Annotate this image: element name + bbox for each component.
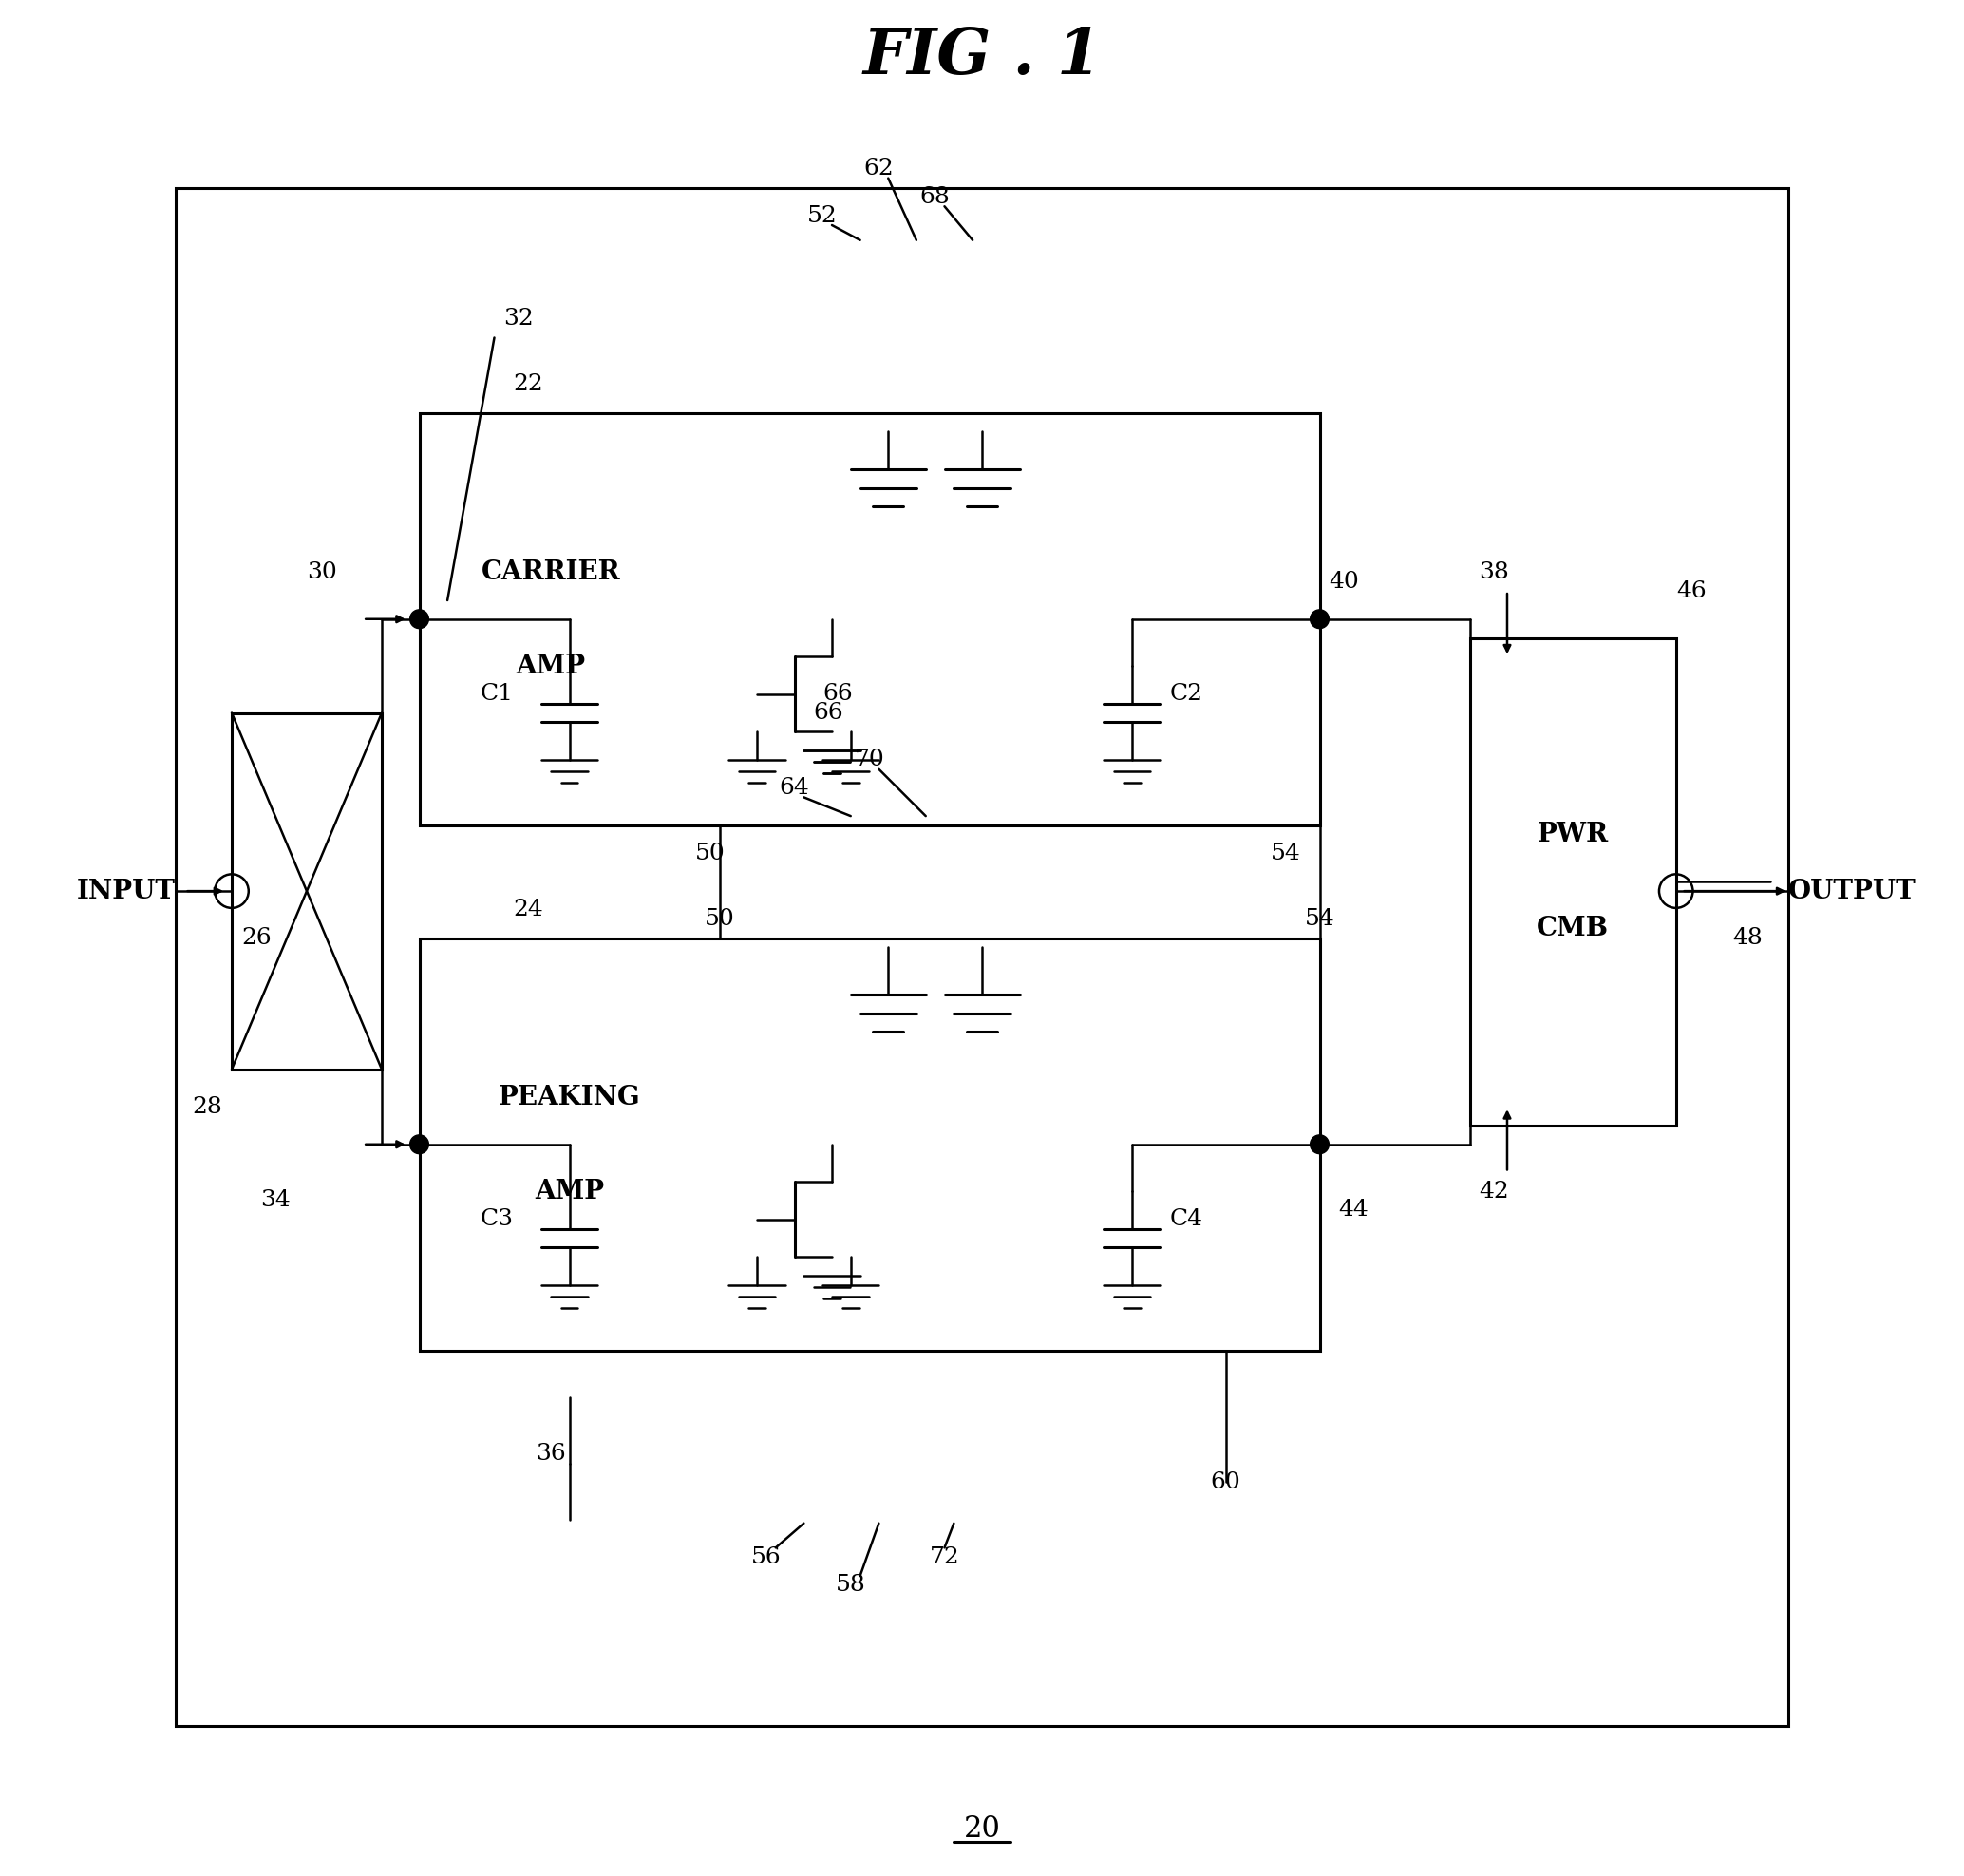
Text: 60: 60 — [1210, 1471, 1241, 1493]
Text: 26: 26 — [242, 927, 271, 949]
Text: 50: 50 — [705, 908, 735, 930]
Text: CMB: CMB — [1536, 915, 1609, 942]
Circle shape — [1310, 1135, 1330, 1154]
Text: OUTPUT: OUTPUT — [1789, 878, 1917, 904]
Text: 54: 54 — [1304, 908, 1336, 930]
Text: C3: C3 — [479, 1208, 513, 1231]
Text: CARRIER: CARRIER — [481, 559, 621, 585]
Text: 52: 52 — [807, 204, 837, 227]
Text: C1: C1 — [479, 683, 513, 705]
Text: 46: 46 — [1675, 580, 1707, 602]
Text: 22: 22 — [513, 373, 544, 396]
Text: 54: 54 — [1271, 842, 1300, 865]
Bar — [418, 413, 1320, 825]
Text: PWR: PWR — [1538, 822, 1609, 848]
Text: C2: C2 — [1171, 683, 1202, 705]
Text: 32: 32 — [503, 308, 534, 330]
Text: 40: 40 — [1330, 570, 1359, 593]
Text: 36: 36 — [536, 1443, 566, 1465]
Text: 48: 48 — [1732, 927, 1762, 949]
Text: 50: 50 — [695, 842, 725, 865]
Text: 66: 66 — [823, 683, 852, 705]
Text: 64: 64 — [780, 777, 809, 799]
Circle shape — [1310, 610, 1330, 628]
Text: C4: C4 — [1171, 1208, 1202, 1231]
Text: FIG . 1: FIG . 1 — [862, 26, 1102, 86]
Text: 72: 72 — [929, 1546, 960, 1568]
Text: 70: 70 — [854, 749, 884, 771]
Text: AMP: AMP — [517, 653, 585, 679]
Bar — [232, 713, 381, 1069]
Circle shape — [410, 610, 428, 628]
Text: 56: 56 — [750, 1546, 782, 1568]
Text: 30: 30 — [306, 561, 338, 583]
Circle shape — [410, 1135, 428, 1154]
Text: 66: 66 — [813, 702, 843, 724]
Text: AMP: AMP — [534, 1178, 605, 1204]
Text: 34: 34 — [259, 1189, 291, 1212]
Text: 38: 38 — [1479, 561, 1508, 583]
Text: 28: 28 — [192, 1096, 222, 1118]
Text: PEAKING: PEAKING — [499, 1084, 640, 1111]
Text: 20: 20 — [964, 1814, 1000, 1844]
Text: 42: 42 — [1479, 1180, 1508, 1203]
Text: 24: 24 — [513, 899, 544, 921]
Text: 62: 62 — [864, 158, 894, 180]
Bar — [1469, 638, 1675, 1126]
Bar — [175, 188, 1789, 1726]
Text: 44: 44 — [1337, 1199, 1369, 1221]
Text: INPUT: INPUT — [77, 878, 175, 904]
Text: 58: 58 — [835, 1574, 866, 1596]
Text: 68: 68 — [919, 186, 951, 208]
Bar — [418, 938, 1320, 1351]
